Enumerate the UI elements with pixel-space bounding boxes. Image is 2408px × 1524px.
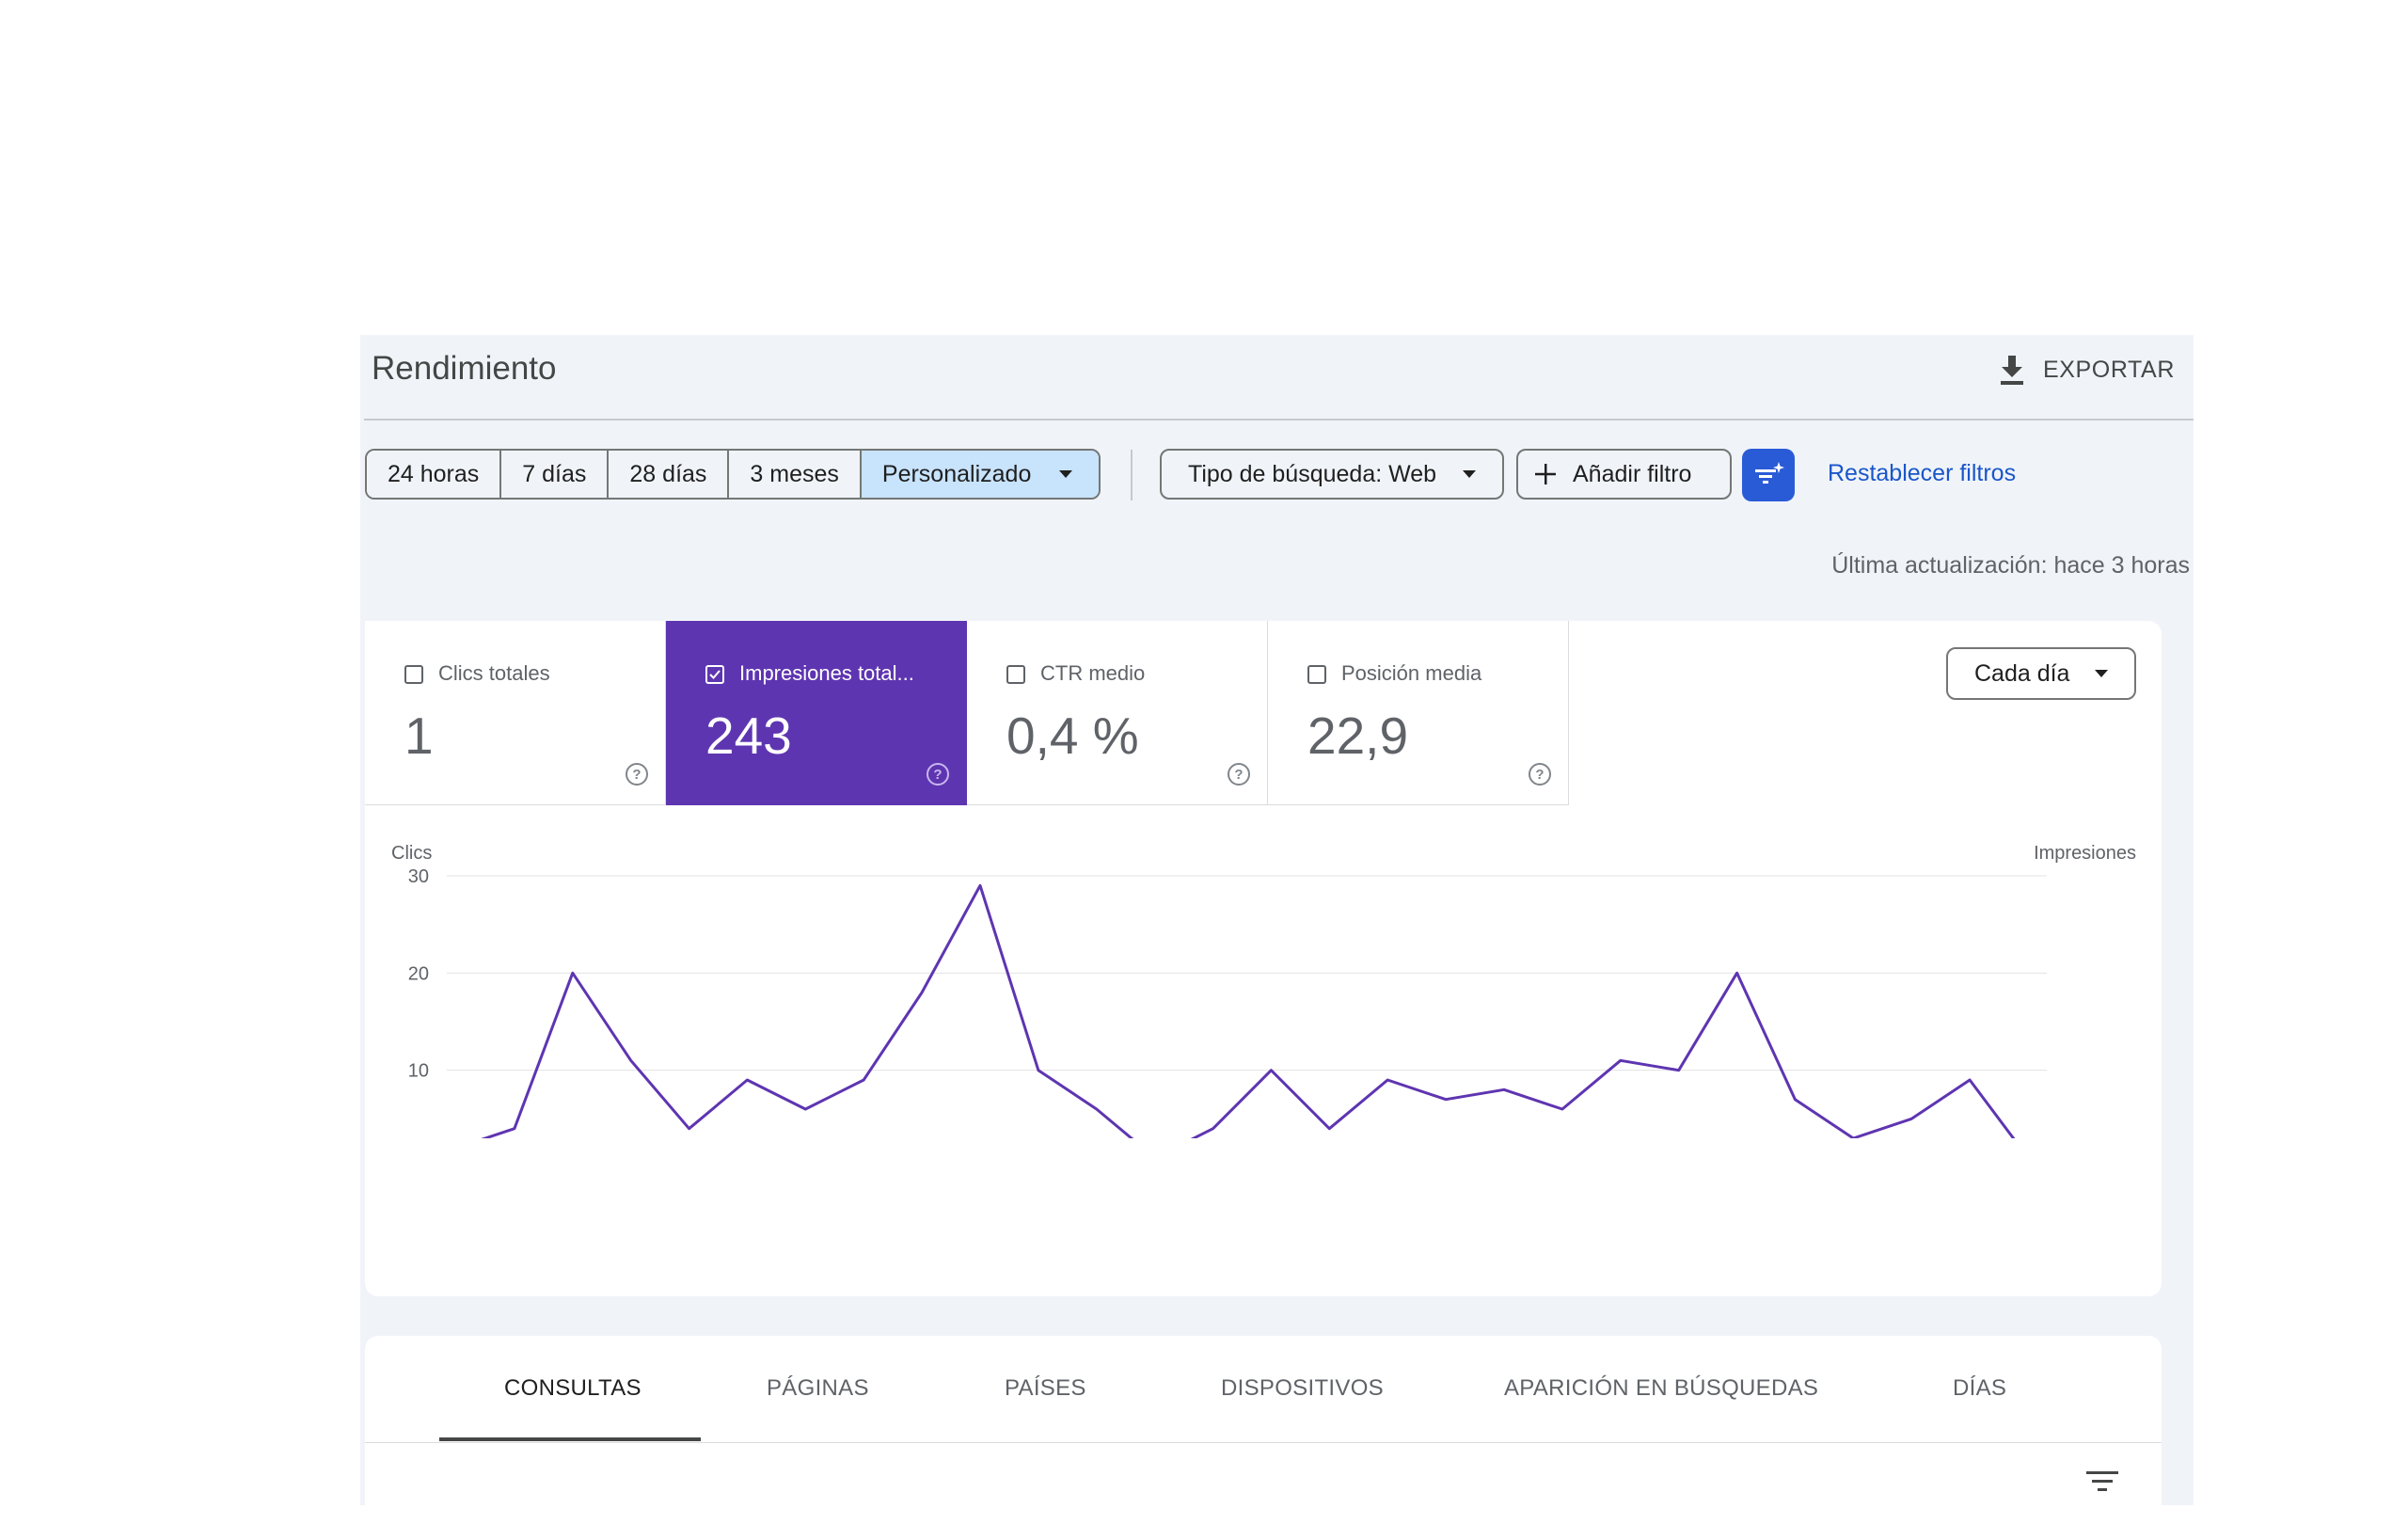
tab-search-appearance[interactable]: APARICIÓN EN BÚSQUEDAS (1504, 1375, 1819, 1401)
help-icon[interactable]: ? (1228, 763, 1250, 786)
y-tick-label: 30 (408, 866, 429, 887)
metric-label: Clics totales (438, 661, 550, 685)
date-range-label: 24 horas (388, 460, 480, 487)
add-filter-button[interactable]: Añadir filtro (1516, 449, 1732, 500)
checkbox[interactable] (1307, 665, 1326, 684)
date-range-3m[interactable]: 3 meses (729, 451, 862, 498)
metric-value: 0,4 % (1006, 706, 1139, 765)
performance-panel: Rendimiento EXPORTAR 24 horas 7 días 28 … (360, 335, 2194, 1524)
header-divider (364, 419, 2194, 421)
chevron-down-icon (2095, 670, 2108, 677)
checkbox-checked[interactable] (705, 665, 724, 684)
date-range-7d[interactable]: 7 días (501, 451, 610, 498)
active-tab-indicator (439, 1437, 701, 1441)
date-range-custom[interactable]: Personalizado (861, 451, 1100, 498)
date-range-selector: 24 horas 7 días 28 días 3 meses Personal… (365, 449, 1101, 500)
page-title: Rendimiento (372, 350, 557, 387)
metric-label: Posición media (1341, 661, 1482, 685)
checkbox[interactable] (404, 665, 423, 684)
metric-value: 22,9 (1307, 706, 1409, 765)
date-range-28d[interactable]: 28 días (609, 451, 730, 498)
tab-countries[interactable]: PAÍSES (1005, 1375, 1086, 1401)
checkbox[interactable] (1006, 665, 1025, 684)
search-type-filter[interactable]: Tipo de búsqueda: Web (1160, 449, 1504, 500)
dimension-tabs: CONSULTAS PÁGINAS PAÍSES DISPOSITIVOS AP… (365, 1336, 2162, 1524)
date-range-24h[interactable]: 24 horas (367, 451, 502, 498)
tab-devices[interactable]: DISPOSITIVOS (1221, 1375, 1384, 1401)
filter-sparkle-icon (1755, 462, 1784, 484)
y-tick-label: 10 (408, 1061, 429, 1082)
granularity-value: Cada día (1974, 659, 2070, 687)
help-icon[interactable]: ? (1529, 763, 1551, 786)
help-icon[interactable]: ? (927, 763, 949, 786)
check-icon (709, 670, 721, 679)
date-range-label: 3 meses (750, 460, 839, 487)
metric-position[interactable]: Posición media 22,9 ? (1268, 621, 1569, 805)
tab-pages[interactable]: PÁGINAS (767, 1375, 869, 1401)
chevron-down-icon (1463, 470, 1477, 478)
tabs-divider (365, 1442, 2162, 1443)
add-filter-label: Añadir filtro (1573, 460, 1692, 487)
metric-label: Impresiones total... (739, 661, 914, 685)
y-tick-label: 20 (408, 963, 429, 984)
toolbar-separator (1131, 450, 1133, 500)
left-axis-title: Clics (391, 843, 433, 864)
export-button[interactable]: EXPORTAR (1998, 346, 2175, 393)
tab-days[interactable]: DÍAS (1953, 1375, 2007, 1401)
search-type-label: Tipo de búsqueda: Web (1188, 460, 1437, 487)
date-range-label: 28 días (629, 460, 707, 487)
performance-chart-card: Clics totales 1 ? Impresiones total... 2… (365, 621, 2162, 1296)
tab-queries[interactable]: CONSULTAS (504, 1375, 642, 1401)
impressions-series-line (481, 883, 2016, 1138)
date-range-label: Personalizado (881, 460, 1032, 487)
right-axis-title: Impresiones (2034, 843, 2136, 864)
export-label: EXPORTAR (2042, 356, 2175, 383)
metric-value: 1 (404, 706, 434, 765)
chevron-down-icon (1059, 470, 1073, 478)
metric-label: CTR medio (1040, 661, 1146, 685)
performance-chart: 01020307/4/2610/4/2613/4/2616/4/2619/4/2… (408, 866, 2047, 1138)
metric-ctr[interactable]: CTR medio 0,4 % ? (967, 621, 1268, 805)
last-updated: Última actualización: hace 3 horas (1831, 552, 2190, 579)
metric-value: 243 (705, 706, 792, 765)
smart-filter-button[interactable] (1742, 449, 1795, 501)
metric-clicks[interactable]: Clics totales 1 ? (365, 621, 666, 805)
help-icon[interactable]: ? (626, 763, 648, 786)
filter-rows-icon[interactable] (2085, 1468, 2119, 1495)
date-range-label: 7 días (522, 460, 587, 487)
plus-icon (1535, 464, 1556, 484)
metric-impressions[interactable]: Impresiones total... 243 ? (666, 621, 967, 805)
download-icon (2000, 356, 2023, 385)
reset-filters-link[interactable]: Restablecer filtros (1828, 460, 2017, 486)
granularity-select[interactable]: Cada día (1946, 647, 2136, 700)
